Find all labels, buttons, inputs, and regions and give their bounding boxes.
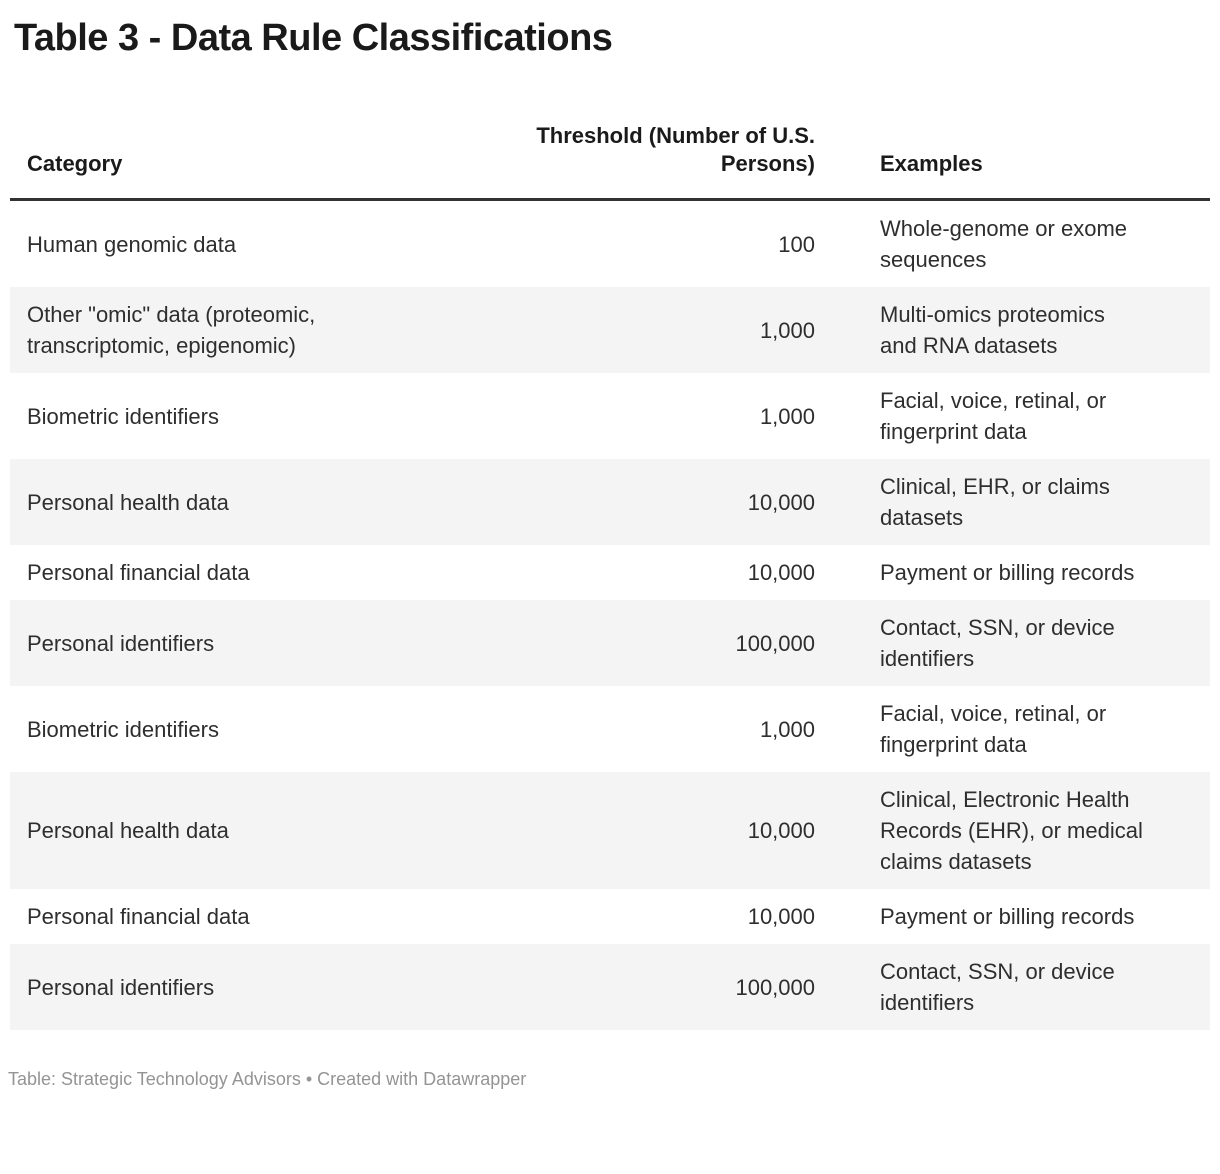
table-header: Category Threshold (Number of U.S. Perso… [10, 60, 1210, 201]
category-cell-text: Personal financial data [27, 904, 250, 929]
threshold-cell-text: 10,000 [747, 818, 815, 843]
table-row: Personal financial data 10,000 Payment or … [10, 889, 1210, 944]
table-row: Other "omic" data (proteomic, transcript… [10, 287, 1210, 373]
threshold-cell: 100,000 [510, 600, 845, 686]
examples-cell: Whole-genome or exome sequences [845, 200, 1210, 288]
table-row: Personal identifiers 100,000 Contact, SSN,… [10, 600, 1210, 686]
examples-cell: Payment or billing records [845, 889, 1210, 944]
threshold-cell-text: 100,000 [735, 630, 815, 656]
examples-cell: Payment or billing records [845, 545, 1210, 600]
category-cell: Personal health data [10, 772, 510, 889]
threshold-cell: 10,000 [510, 459, 845, 545]
table-body: Human genomic data 100 Whole-genome or exo… [10, 200, 1210, 1030]
threshold-cell: 100 [510, 200, 845, 288]
examples-cell-text: Contact, SSN, or device identifiers [880, 959, 1115, 1015]
threshold-cell-text: 100 [778, 231, 815, 257]
threshold-cell-text: 1,000 [759, 403, 815, 429]
examples-cell-text: Facial, voice, retinal, or fingerprint d… [880, 701, 1107, 757]
category-cell: Personal financial data [10, 889, 510, 944]
threshold-cell: 100,000 [510, 944, 845, 1030]
threshold-cell: 10,000 [510, 889, 845, 944]
attribution-footer: Table: Strategic Technology Advisors • C… [8, 1069, 527, 1089]
column-header-category: Category [10, 60, 510, 201]
table-row: Personal health data 10,000 Clinical, EHR,… [10, 459, 1210, 545]
examples-cell-text: Contact, SSN, or device identifiers [880, 615, 1115, 671]
category-cell: Personal financial data [10, 545, 510, 600]
column-header-threshold-label: Threshold (Number of U.S. Persons) [536, 123, 815, 176]
category-cell-text: Personal identifiers [27, 974, 215, 1000]
table-row: Personal health data 10,000 Clinical, Elec… [10, 772, 1210, 889]
category-cell: Human genomic data [10, 200, 510, 288]
threshold-cell: 10,000 [510, 772, 845, 889]
threshold-cell-text: 10,000 [747, 489, 815, 515]
threshold-cell-text: 10,000 [747, 904, 815, 929]
threshold-cell: 1,000 [510, 287, 845, 373]
category-cell-text: Biometric identifiers [27, 716, 219, 742]
page-title: Table 3 - Data Rule Classifications [14, 17, 613, 59]
examples-cell: Multi-omics proteomics and RNA datasets [845, 287, 1210, 373]
threshold-cell-text: 100,000 [735, 974, 815, 1000]
examples-cell: Clinical, EHR, or claims datasets [845, 459, 1210, 545]
examples-cell: Clinical, Electronic Health Records (EHR… [845, 772, 1210, 889]
examples-cell: Facial, voice, retinal, or fingerprint d… [845, 373, 1210, 459]
category-cell-text: Biometric identifiers [27, 403, 219, 429]
table-row: Personal financial data 10,000 Payment or … [10, 545, 1210, 600]
data-table: Category Threshold (Number of U.S. Perso… [10, 60, 1210, 1030]
column-header-examples: Examples [845, 60, 1210, 201]
threshold-cell: 1,000 [510, 686, 845, 772]
examples-cell-text: Payment or billing records [880, 560, 1135, 585]
threshold-cell-text: 10,000 [747, 560, 815, 585]
examples-cell: Contact, SSN, or device identifiers [845, 600, 1210, 686]
examples-cell-text: Payment or billing records [880, 904, 1135, 929]
column-header-category-label: Category [27, 151, 123, 176]
category-cell: Personal identifiers [10, 600, 510, 686]
category-cell-text: Other "omic" data (proteomic, transcript… [27, 302, 316, 358]
examples-cell: Contact, SSN, or device identifiers [845, 944, 1210, 1030]
threshold-cell: 10,000 [510, 545, 845, 600]
table-row: Biometric identifiers 1,000 Facial, voice,… [10, 686, 1210, 772]
examples-cell-text: Multi-omics proteomics and RNA datasets [880, 302, 1105, 358]
category-cell: Biometric identifiers [10, 373, 510, 459]
table-row: Personal identifiers 100,000 Contact, SSN,… [10, 944, 1210, 1030]
column-header-examples-label: Examples [880, 151, 983, 176]
column-header-threshold: Threshold (Number of U.S. Persons) [510, 60, 845, 201]
category-cell-text: Personal financial data [27, 560, 250, 585]
examples-cell-text: Clinical, EHR, or claims datasets [880, 474, 1110, 530]
category-cell-text: Personal health data [27, 489, 229, 515]
category-cell-text: Human genomic data [27, 231, 237, 257]
category-cell-text: Personal identifiers [27, 630, 215, 656]
examples-cell-text: Facial, voice, retinal, or fingerprint d… [880, 388, 1107, 444]
examples-cell: Facial, voice, retinal, or fingerprint d… [845, 686, 1210, 772]
table-row: Biometric identifiers 1,000 Facial, voice,… [10, 373, 1210, 459]
threshold-cell-text: 1,000 [759, 716, 815, 742]
category-cell: Other "omic" data (proteomic, transcript… [10, 287, 510, 373]
threshold-cell-text: 1,000 [759, 317, 815, 343]
threshold-cell: 1,000 [510, 373, 845, 459]
category-cell: Biometric identifiers [10, 686, 510, 772]
category-cell: Personal health data [10, 459, 510, 545]
header-row: Category Threshold (Number of U.S. Perso… [10, 60, 1210, 201]
category-cell-text: Personal health data [27, 818, 229, 843]
examples-cell-text: Whole-genome or exome sequences [880, 216, 1128, 272]
table-row: Human genomic data 100 Whole-genome or exo… [10, 200, 1210, 288]
examples-cell-text: Clinical, Electronic Health Records (EHR… [880, 787, 1143, 874]
category-cell: Personal identifiers [10, 944, 510, 1030]
